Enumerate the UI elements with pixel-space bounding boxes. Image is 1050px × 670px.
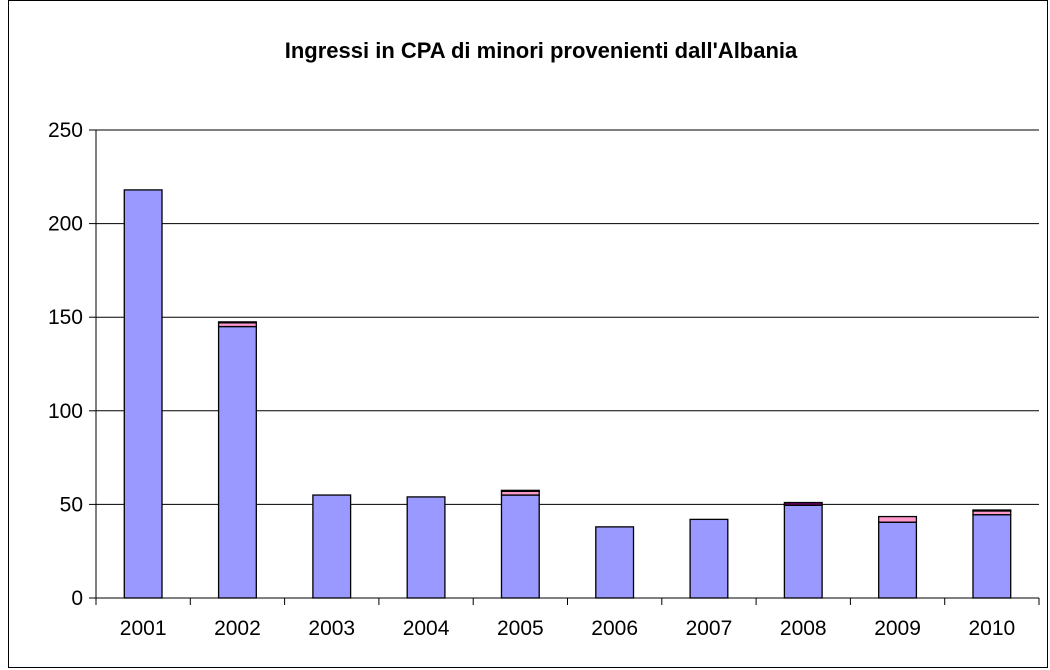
- bar-2008-segment-1: [783, 504, 823, 599]
- tick-labels: 0 50 100 150 200 250 2001 2002 2003 2004 2005 2006 2…: [48, 119, 1015, 640]
- bar-2002-segment-3: [217, 321, 257, 324]
- bar-2001-segment-1: [123, 189, 163, 599]
- bar-2004-segment-1: [406, 496, 446, 599]
- bar-chart: Ingressi in CPA di minori provenienti da…: [48, 38, 1040, 640]
- bar-2009-segment-2: [878, 515, 918, 523]
- bar-2010-segment-3: [972, 509, 1012, 512]
- x-tick-label-2003: 2003: [308, 617, 355, 640]
- x-tick-label-2006: 2006: [591, 617, 638, 640]
- x-tick-label-2009: 2009: [874, 617, 921, 640]
- bars: [123, 189, 1012, 599]
- y-tick-label: 150: [48, 306, 83, 329]
- bar-2002-segment-1: [217, 325, 257, 599]
- bar-2007-segment-1: [689, 518, 729, 599]
- y-tick-label: 100: [48, 400, 83, 423]
- bar-2010-segment-1: [972, 514, 1012, 599]
- y-tick-label: 250: [48, 119, 83, 142]
- x-tick-label-2008: 2008: [780, 617, 827, 640]
- bar-2008-segment-3: [783, 501, 823, 506]
- bar-2006-segment-1: [595, 526, 635, 599]
- bar-2005-segment-3: [500, 489, 540, 492]
- y-tick-label: 0: [71, 587, 83, 610]
- chart-frame: Ingressi in CPA di minori provenienti da…: [8, 0, 1048, 668]
- x-tick-label-2002: 2002: [214, 617, 261, 640]
- y-tick-label: 200: [48, 213, 83, 236]
- y-tick-label: 50: [60, 493, 83, 516]
- x-tick-label-2004: 2004: [403, 617, 450, 640]
- bar-2003-segment-1: [312, 494, 352, 599]
- chart-title: Ingressi in CPA di minori provenienti da…: [285, 38, 798, 63]
- x-tick-label-2001: 2001: [120, 617, 167, 640]
- axes: [89, 129, 1040, 605]
- x-tick-label-2007: 2007: [686, 617, 733, 640]
- x-tick-label-2005: 2005: [497, 617, 544, 640]
- bar-2005-segment-1: [500, 494, 540, 599]
- bar-2009-segment-1: [878, 521, 918, 599]
- x-tick-label-2010: 2010: [968, 617, 1015, 640]
